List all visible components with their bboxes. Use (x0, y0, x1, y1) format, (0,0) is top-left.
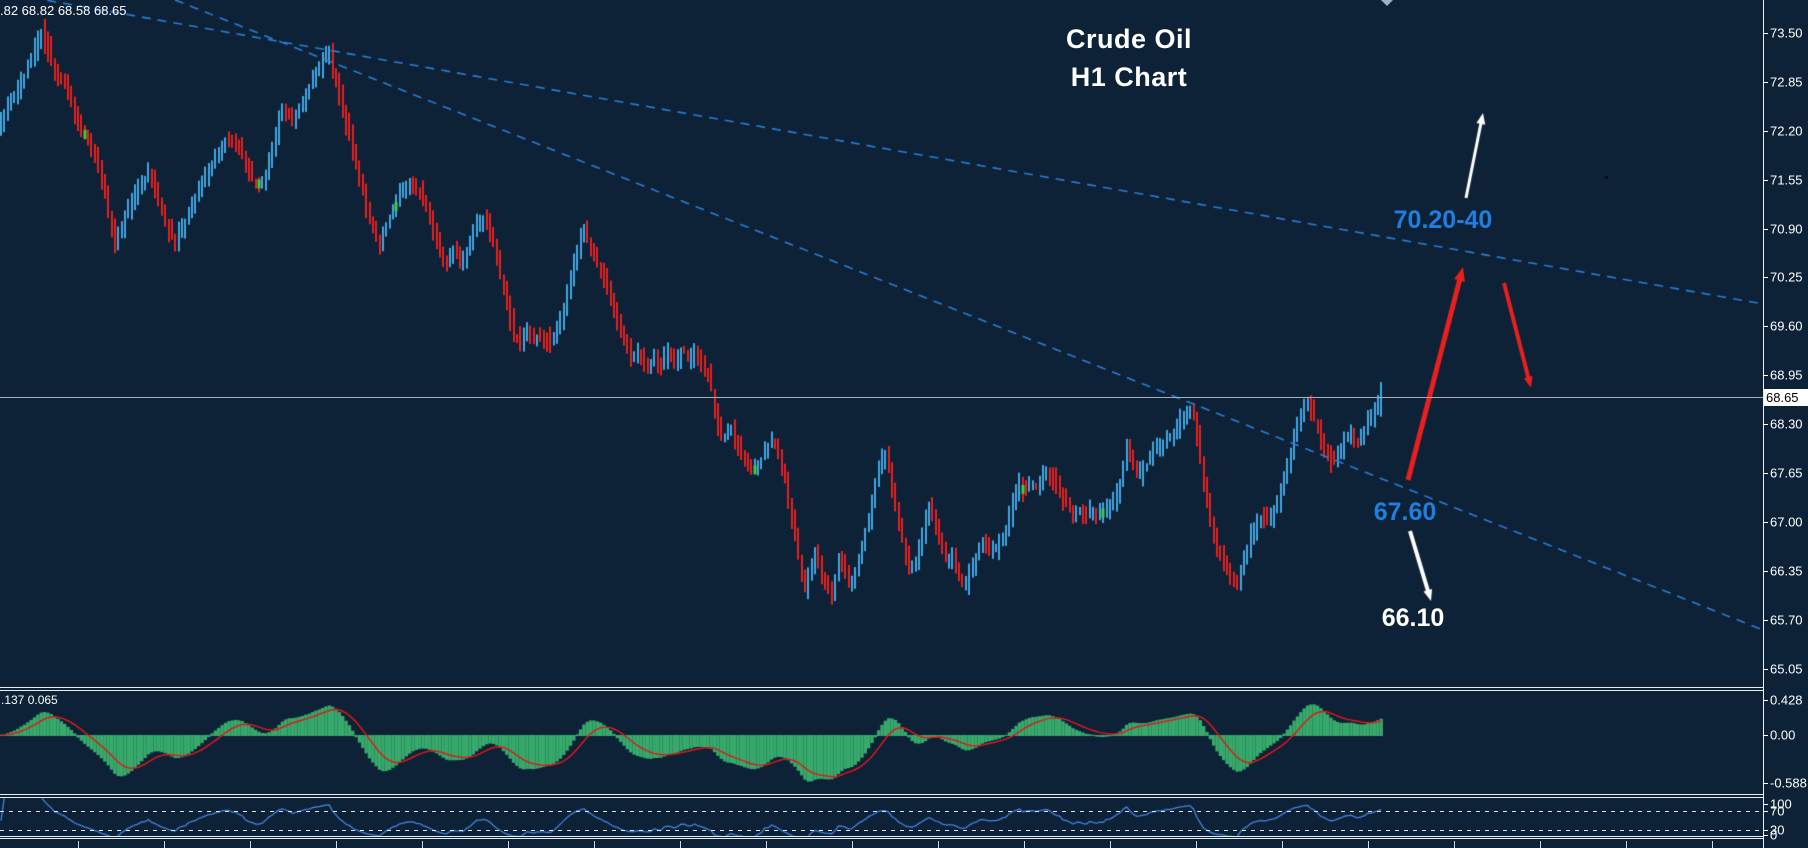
rsi-label-0-tick (1763, 835, 1768, 836)
rsi-label-30-tick (1763, 830, 1768, 831)
rsi-label-100-tick (1763, 804, 1768, 805)
price-label-68.95-tick (1763, 375, 1768, 376)
macd-label--0.588: -0.588 (1770, 775, 1807, 791)
macd-label-0.428: 0.428 (1770, 692, 1803, 708)
time-tick (1454, 841, 1455, 848)
time-tick (336, 841, 337, 848)
scroll-marker-icon[interactable] (1381, 0, 1393, 6)
time-tick (1540, 841, 1541, 848)
price-label-71.55: 71.55 (1770, 172, 1803, 188)
time-tick (1282, 841, 1283, 848)
chart-title-line1: Crude Oil (1065, 24, 1192, 54)
current-price-line (0, 397, 1763, 398)
price-label-67.00: 67.00 (1770, 514, 1803, 530)
time-tick (1712, 841, 1713, 848)
price-label-66.35: 66.35 (1770, 563, 1803, 579)
price-label-65.05-tick (1763, 669, 1768, 670)
chart-title-line2: H1 Chart (1070, 62, 1188, 92)
ohlc-readout: .82 68.82 68.58 68.65 (0, 3, 127, 18)
time-tick (938, 841, 939, 848)
price-label-65.70: 65.70 (1770, 612, 1803, 628)
rsi-level-30-line (0, 830, 1763, 831)
rsi-label-70: 70 (1770, 803, 1785, 819)
time-tick (164, 841, 165, 848)
rsi-label-100: 100 (1770, 796, 1792, 812)
price-label-67.00-tick (1763, 522, 1768, 523)
macd-rsi-separator-2 (0, 797, 1763, 798)
rsi-bottom-border (0, 836, 1763, 837)
time-tick (1110, 841, 1111, 848)
price-label-72.85: 72.85 (1770, 74, 1803, 90)
rsi-level-70-line (0, 811, 1763, 812)
price-label-70.90: 70.90 (1770, 221, 1803, 237)
macd-label-0.428-tick (1763, 700, 1768, 701)
rsi-bottom-border-2 (0, 838, 1763, 839)
price-label-73.50-tick (1763, 33, 1768, 34)
main-macd-separator-2 (0, 690, 1763, 691)
price-label-72.20-tick (1763, 131, 1768, 132)
time-tick (852, 841, 853, 848)
macd-label--0.588-tick (1763, 783, 1768, 784)
macd-label-0.00: 0.00 (1770, 727, 1796, 743)
macd-rsi-separator[interactable] (0, 794, 1763, 795)
price-label-70.90-tick (1763, 229, 1768, 230)
time-tick (766, 841, 767, 848)
target-level-label[interactable]: 66.10 (1381, 604, 1445, 632)
time-tick (594, 841, 595, 848)
main-macd-separator[interactable] (0, 687, 1763, 688)
price-label-68.95: 68.95 (1770, 367, 1803, 383)
macd-label-0.00-tick (1763, 735, 1768, 736)
time-tick (1196, 841, 1197, 848)
time-tick (78, 841, 79, 848)
time-tick (1626, 841, 1627, 848)
price-label-69.60: 69.60 (1770, 318, 1803, 334)
price-label-65.05: 65.05 (1770, 661, 1803, 677)
rsi-label-70-tick (1763, 811, 1768, 812)
price-label-72.20: 72.20 (1770, 123, 1803, 139)
rsi-label-0: 0 (1770, 827, 1778, 843)
price-label-71.55-tick (1763, 180, 1768, 181)
time-tick (422, 841, 423, 848)
price-label-70.25-tick (1763, 277, 1768, 278)
price-label-66.35-tick (1763, 571, 1768, 572)
price-label-73.50: 73.50 (1770, 25, 1803, 41)
time-tick (508, 841, 509, 848)
price-label-68.30-tick (1763, 424, 1768, 425)
price-label-70.25: 70.25 (1770, 269, 1803, 285)
price-label-67.65-tick (1763, 473, 1768, 474)
resistance-zone-label[interactable]: 70.20-40 (1393, 206, 1493, 234)
time-tick (1368, 841, 1369, 848)
price-label-65.70-tick (1763, 620, 1768, 621)
time-tick (680, 841, 681, 848)
support-level-label[interactable]: 67.60 (1373, 498, 1437, 526)
macd-readout: .137 0.065 (1, 693, 58, 707)
current-price-tag: 68.65 (1764, 389, 1808, 406)
time-tick (250, 841, 251, 848)
time-tick (1024, 841, 1025, 848)
artifact-dot (1605, 176, 1608, 179)
rsi-label-30: 30 (1770, 822, 1785, 838)
price-label-72.85-tick (1763, 82, 1768, 83)
price-label-68.30: 68.30 (1770, 416, 1803, 432)
price-label-67.65: 67.65 (1770, 465, 1803, 481)
price-label-69.60-tick (1763, 326, 1768, 327)
